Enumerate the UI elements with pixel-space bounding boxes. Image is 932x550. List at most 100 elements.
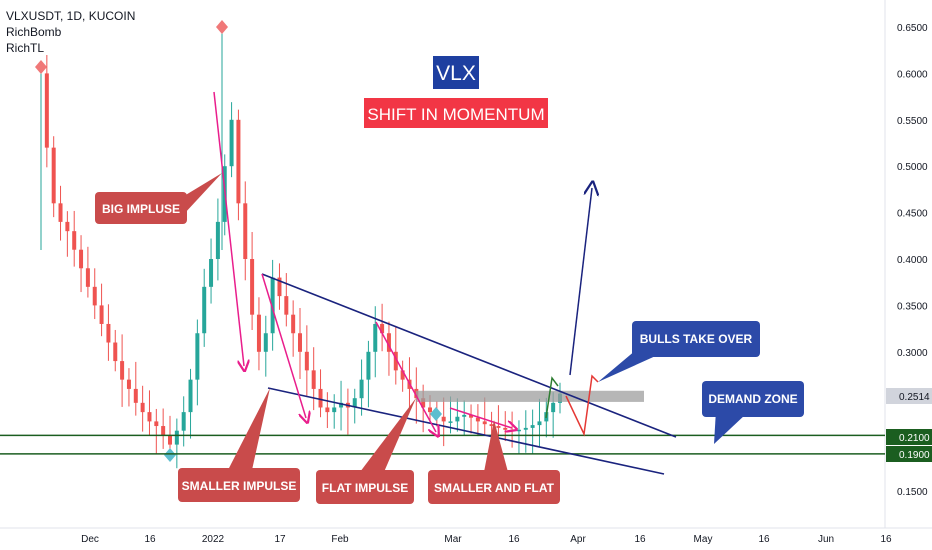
- price-label-support-low-text: 0.1900: [899, 450, 930, 461]
- price-label-support-low: 0.1900: [886, 446, 932, 462]
- candle-body: [202, 286, 207, 334]
- candle-body: [537, 421, 542, 426]
- candle-body: [489, 424, 494, 427]
- candle-body: [243, 203, 248, 259]
- symbol-line: VLXUSDT, 1D, KUCOIN: [6, 9, 136, 23]
- candle-body: [181, 412, 186, 431]
- signal-marker: [430, 407, 442, 421]
- time-axis: Dec 16 2022 17 Feb Mar 16 Apr 16 May 16 Jun 16: [81, 534, 892, 545]
- time-tick-label: 16: [758, 534, 770, 545]
- candle-body: [325, 407, 330, 413]
- green-scenario-path: [545, 376, 559, 419]
- chart-legend: VLXUSDT, 1D, KUCOIN RichBomb RichTL: [6, 8, 135, 56]
- candle-body: [188, 379, 193, 413]
- candle-body: [236, 119, 241, 204]
- callout-demand-zone-text: DEMAND ZONE: [708, 392, 797, 406]
- candle-body: [113, 342, 118, 362]
- candle-body: [270, 277, 275, 334]
- impulse-arrow: [449, 407, 512, 428]
- candle-body: [126, 379, 131, 389]
- candle-body: [298, 333, 302, 352]
- candle-body: [380, 323, 385, 334]
- time-tick-label: 16: [508, 534, 520, 545]
- signal-marker: [164, 448, 176, 462]
- candle-body: [516, 429, 521, 432]
- candle-body: [195, 333, 200, 380]
- time-tick-label: 16: [634, 534, 646, 545]
- candle-body: [174, 430, 179, 445]
- callout-demand-zone[interactable]: DEMAND ZONE: [702, 381, 804, 444]
- time-tick-label: 16: [144, 534, 156, 545]
- time-tick-label: Feb: [331, 534, 349, 545]
- price-label-support-high: 0.2100: [886, 429, 932, 445]
- candle-body: [393, 351, 398, 371]
- candle-body: [120, 361, 125, 380]
- candle-body: [263, 333, 268, 352]
- impulse-arrow: [375, 321, 436, 432]
- candle-body: [503, 427, 508, 430]
- price-label-current: 0.2514: [886, 388, 932, 404]
- candle-body: [79, 249, 84, 269]
- candle-body: [133, 388, 138, 403]
- candle-body: [318, 388, 323, 408]
- price-tick-label: 0.4000: [897, 255, 928, 266]
- price-tick-label: 0.5000: [897, 162, 928, 173]
- candle-body: [256, 314, 261, 352]
- candle-body: [209, 259, 214, 287]
- candle-body: [482, 421, 487, 425]
- candle-body: [400, 370, 405, 380]
- candle-body: [455, 416, 460, 422]
- candle-body: [250, 259, 255, 315]
- candle-body: [229, 119, 234, 167]
- price-tick-label: 0.3500: [897, 301, 928, 312]
- candle-body: [551, 402, 556, 413]
- callout-flat-impulse-text: FLAT IMPULSE: [322, 481, 408, 495]
- impulse-arrow: [213, 91, 244, 366]
- candle-body: [72, 231, 77, 250]
- time-tick-label: Dec: [81, 534, 99, 545]
- callout-smaller-impulse[interactable]: SMALLER IMPULSE: [178, 388, 300, 502]
- candle-body: [92, 286, 97, 306]
- candle-body: [496, 426, 501, 428]
- callout-big-impulse-text: BIG IMPLUSE: [102, 202, 180, 216]
- signal-marker: [35, 60, 47, 74]
- candle-body: [475, 417, 480, 422]
- candle-body: [106, 323, 111, 343]
- candle-body: [366, 351, 371, 380]
- time-tick-label: Jun: [818, 534, 834, 545]
- candle-body: [523, 427, 528, 430]
- price-label-support-high-text: 0.2100: [899, 433, 930, 444]
- candle-body: [65, 221, 70, 232]
- callout-smaller-and-flat[interactable]: SMALLER AND FLAT: [428, 420, 560, 504]
- candle-body: [311, 370, 316, 389]
- callout-big-impulse[interactable]: BIG IMPLUSE: [95, 173, 222, 224]
- candle-body: [421, 398, 426, 408]
- candle-body: [304, 351, 309, 371]
- price-tick-label: 0.1500: [897, 487, 928, 498]
- lower-trendline: [267, 387, 665, 475]
- candle-body: [168, 435, 172, 445]
- candle-body: [51, 147, 56, 204]
- candle-body: [147, 412, 152, 422]
- price-label-current-text: 0.2514: [899, 392, 930, 403]
- candle-body: [277, 277, 282, 297]
- price-axis: 0.6500 0.6000 0.5500 0.5000 0.4500 0.4000 0.35…: [897, 23, 928, 498]
- candle-body: [469, 414, 474, 418]
- callout-flat-impulse[interactable]: FLAT IMPULSE: [316, 398, 416, 504]
- candle-body: [510, 429, 515, 432]
- candle-body: [352, 398, 357, 408]
- candle-body: [99, 305, 104, 324]
- candle-body: [339, 402, 344, 408]
- signal-marker: [216, 20, 228, 34]
- price-tick-label: 0.4500: [897, 209, 928, 220]
- title-text: VLX: [436, 62, 476, 85]
- candle-body: [373, 323, 378, 352]
- impulse-arrow: [261, 273, 306, 418]
- candle-body: [462, 414, 467, 417]
- indicator-richtl: RichTL: [6, 41, 45, 55]
- time-tick-label: May: [694, 534, 713, 545]
- candle-body: [359, 379, 364, 399]
- candle-body: [58, 203, 63, 222]
- callout-bulls-take-over[interactable]: BULLS TAKE OVER: [598, 321, 760, 382]
